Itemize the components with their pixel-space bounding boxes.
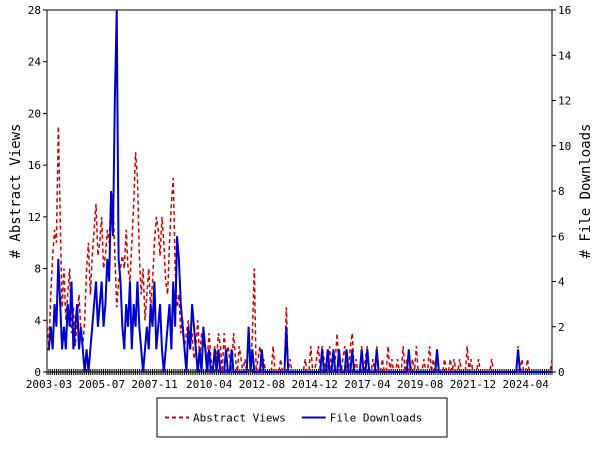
x-tick-label: 2010-04 [186, 378, 233, 391]
y-tick-label: 0 [34, 366, 41, 379]
y-tick-label: 28 [28, 4, 41, 17]
y2-tick-label: 14 [558, 49, 572, 62]
y-tick-label: 12 [28, 211, 41, 224]
y2-tick-label: 4 [558, 276, 565, 289]
x-tick-label: 2024-04 [503, 378, 550, 391]
x-tick-label: 2007-11 [131, 378, 177, 391]
x-tick-label: 2017-04 [344, 378, 391, 391]
x-tick-label: 2014-12 [292, 378, 338, 391]
y2-tick-label: 2 [558, 321, 565, 334]
y-tick-label: 16 [28, 159, 41, 172]
x-tick-label: 2021-12 [450, 378, 496, 391]
y-tick-label: 24 [28, 56, 42, 69]
y-tick-label: 8 [34, 263, 41, 276]
y-tick-label: 20 [28, 107, 41, 120]
x-tick-label: 2005-07 [79, 378, 125, 391]
x-tick-label: 2019-08 [397, 378, 443, 391]
series-line [47, 9, 552, 373]
y-tick-label: 4 [34, 314, 41, 327]
legend-label: Abstract Views [193, 412, 286, 425]
y2-tick-label: 12 [558, 95, 571, 108]
x-tick-label: 2012-08 [239, 378, 285, 391]
y-axis-title: # Abstract Views [8, 124, 24, 259]
y2-axis-title: # File Downloads [578, 124, 594, 259]
y2-tick-label: 10 [558, 140, 571, 153]
y2-tick-label: 0 [558, 366, 565, 379]
y2-tick-label: 6 [558, 230, 565, 243]
y2-tick-label: 16 [558, 4, 571, 17]
legend-label: File Downloads [330, 412, 423, 425]
x-tick-label: 2003-03 [26, 378, 72, 391]
y2-tick-label: 8 [558, 185, 565, 198]
